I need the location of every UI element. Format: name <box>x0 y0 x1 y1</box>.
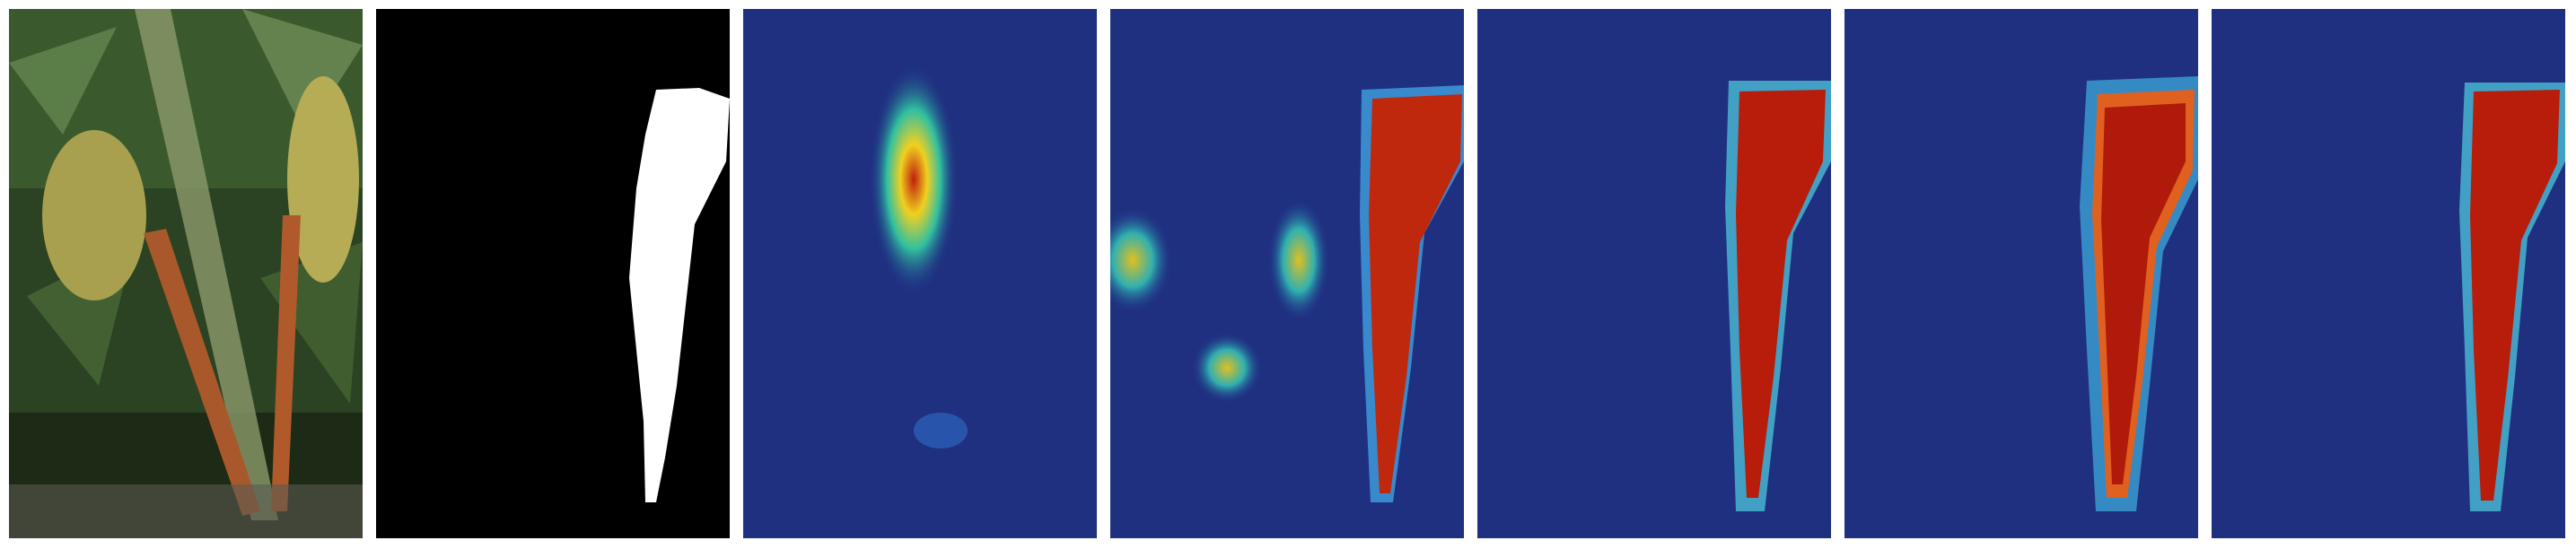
input-photo-image <box>9 9 363 538</box>
panel-heatmap-1 <box>743 9 1097 538</box>
heatmap-3-image <box>1477 9 1831 538</box>
panel-heatmap-4 <box>1844 9 2198 538</box>
panel-heatmap-5 <box>2212 9 2565 538</box>
heatmap-1-image <box>743 9 1097 538</box>
panel-heatmap-3 <box>1477 9 1831 538</box>
panel-ground-truth-mask <box>376 9 730 538</box>
heatmap-2-image <box>1110 9 1464 538</box>
heatmap-5-image <box>2212 9 2565 538</box>
panel-input-photo <box>9 9 363 538</box>
heatmap-4-image <box>1844 9 2198 538</box>
panel-heatmap-2 <box>1110 9 1464 538</box>
ground-truth-mask-image <box>376 9 730 538</box>
